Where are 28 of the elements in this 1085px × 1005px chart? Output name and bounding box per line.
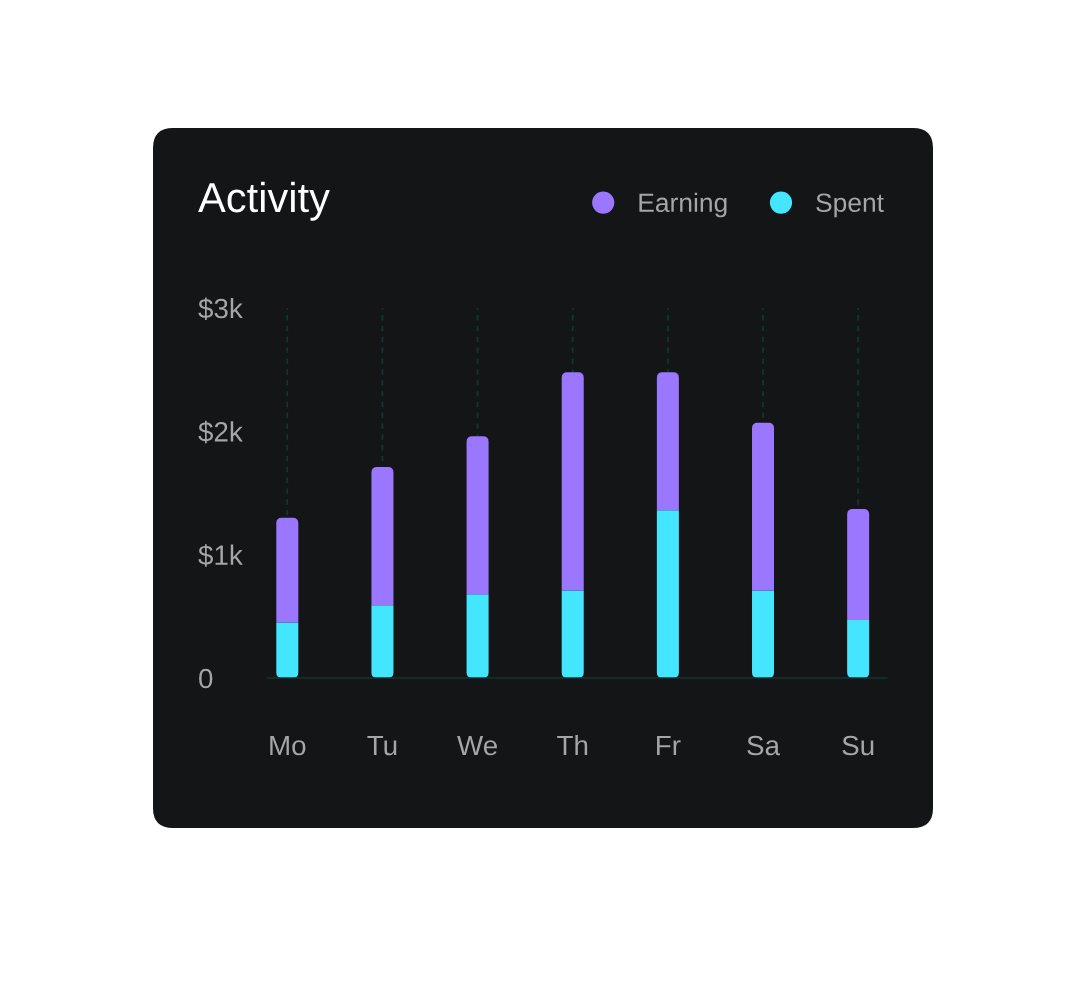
y-tick-label: $2k [198,420,243,444]
legend-label: Earning [639,192,727,218]
legend-label: Spent [816,193,884,218]
bar [276,517,299,623]
y-tick-label: $3k [198,297,243,320]
x-tick-label: Th [557,734,588,756]
bar [466,436,489,595]
x-tick-label: Sa [747,735,780,756]
y-tick-label: 0 [199,668,213,689]
x-tick-label: Fr [657,735,681,756]
y-tick-label: $1k [198,544,243,567]
chart-title: Activity [198,181,330,221]
x-tick-label: Su [842,735,874,756]
x-tick-label: Mo [270,735,306,756]
bar [371,467,394,606]
bar [561,372,584,591]
bar [466,594,489,678]
bar [847,620,870,678]
x-tick-label: Tu [367,735,397,756]
x-tick-label: We [457,735,497,756]
bar [656,372,679,511]
bar [371,605,394,678]
bar [656,510,679,678]
bar [561,590,584,678]
bar [752,590,775,678]
bar [276,622,299,678]
bar [847,509,870,621]
bar [752,422,775,591]
